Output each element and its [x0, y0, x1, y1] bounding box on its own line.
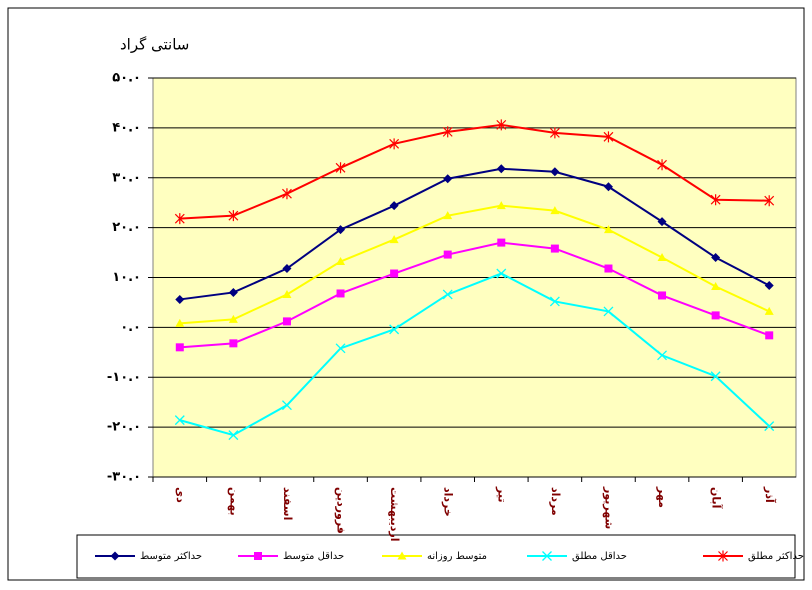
data-point: [711, 281, 721, 290]
data-point: [229, 339, 238, 348]
data-point: [281, 400, 292, 411]
data-point: [764, 280, 774, 290]
data-point: [228, 430, 239, 441]
data-point: [282, 289, 292, 298]
data-point: [711, 311, 720, 320]
data-point: [282, 317, 291, 326]
x-tick-label: آبان: [710, 487, 724, 509]
legend-marker: [542, 551, 552, 561]
data-point: [443, 211, 453, 220]
data-point: [175, 294, 185, 304]
x-tick-label: بهمن: [227, 487, 240, 516]
y-tick-label: ۵۰.۰: [112, 71, 141, 86]
series-line: [179, 204, 770, 325]
data-point: [657, 350, 668, 361]
chart-title: سانتی گراد: [120, 36, 189, 54]
y-tick-label: ۰.۰: [120, 320, 141, 335]
legend-marker: [397, 551, 407, 560]
data-point: [764, 195, 775, 207]
data-point: [336, 225, 346, 235]
legend-marker: [718, 550, 728, 562]
data-point: [389, 138, 400, 150]
data-point: [335, 343, 346, 354]
data-point: [442, 289, 453, 300]
data-point: [442, 126, 453, 138]
y-tick-label: -۲۰.۰: [107, 420, 141, 435]
data-point: [389, 324, 400, 335]
series-line: [179, 241, 770, 349]
x-tick-label: آذر: [763, 486, 777, 503]
data-point: [550, 167, 560, 177]
legend-label: متوسط روزانه: [427, 551, 487, 562]
data-point: [549, 296, 560, 307]
y-tick-label: -۳۰.۰: [107, 470, 141, 485]
legend-label: حداقل مطلق: [572, 551, 627, 562]
data-point: [603, 225, 613, 234]
legend-marker: [110, 551, 120, 561]
y-tick-label: ۳۰.۰: [112, 170, 141, 185]
data-point: [710, 371, 721, 382]
data-point: [174, 415, 185, 426]
x-tick-label: مرداد: [549, 487, 562, 516]
data-point: [657, 159, 667, 171]
x-tick-label: خرداد: [442, 487, 455, 517]
y-tick-label: ۲۰.۰: [112, 220, 141, 235]
x-tick-label: تیر: [495, 486, 508, 502]
data-point: [443, 250, 452, 259]
data-point: [497, 238, 506, 247]
legend-label: حداقل متوسط: [283, 551, 344, 562]
data-point: [389, 235, 399, 244]
data-point: [175, 343, 184, 352]
x-tick-label: اردیبهشت: [388, 487, 401, 541]
data-point: [389, 201, 399, 211]
data-point: [603, 306, 614, 317]
data-point: [604, 264, 613, 273]
data-point: [336, 257, 346, 266]
data-point: [282, 188, 292, 200]
legend: [76, 534, 796, 579]
data-point: [658, 291, 667, 300]
data-point: [603, 182, 613, 192]
y-tick-label: -۱۰.۰: [107, 370, 141, 385]
data-point: [175, 318, 185, 327]
data-point: [657, 217, 667, 227]
legend-label: حداکثر متوسط: [140, 551, 202, 562]
y-tick-label: ۱۰.۰: [112, 270, 141, 285]
data-point: [765, 331, 774, 340]
data-point: [764, 306, 774, 315]
y-tick-label: ۴۰.۰: [112, 120, 141, 135]
data-point: [764, 421, 775, 432]
data-point: [496, 201, 506, 210]
x-tick-label: شهریور: [602, 486, 615, 529]
x-tick-label: اسفند: [281, 487, 294, 520]
legend-label: حداکثر مطلق: [748, 551, 804, 562]
data-point: [496, 119, 507, 131]
data-point: [336, 289, 345, 298]
x-tick-label: مهر: [656, 486, 669, 508]
data-point: [390, 269, 399, 278]
data-point: [228, 287, 238, 297]
data-point: [549, 127, 560, 139]
data-point: [550, 244, 559, 253]
data-point: [496, 268, 507, 279]
data-point: [550, 206, 560, 215]
series-line: [179, 167, 770, 301]
data-point: [443, 174, 453, 184]
data-point: [603, 131, 614, 143]
data-point: [282, 264, 292, 274]
data-point: [711, 253, 721, 263]
data-point: [228, 314, 238, 323]
data-point: [496, 164, 506, 174]
series-line: [179, 272, 770, 437]
x-tick-label: فروردین: [335, 487, 348, 534]
data-point: [335, 162, 346, 174]
data-point: [657, 253, 667, 262]
x-tick-label: دی: [174, 487, 187, 503]
data-point: [710, 194, 721, 206]
data-point: [228, 210, 239, 222]
data-point: [174, 213, 185, 225]
series-line: [179, 123, 770, 220]
legend-marker: [254, 552, 262, 560]
